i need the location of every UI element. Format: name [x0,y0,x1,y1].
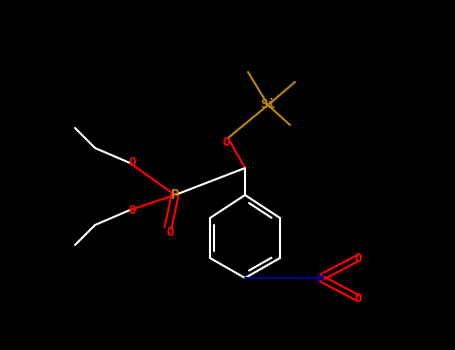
Text: O: O [222,135,230,148]
Text: O: O [128,203,136,217]
Text: Si: Si [261,98,275,112]
Text: O: O [354,252,362,265]
Text: O: O [354,292,362,304]
Text: O: O [128,156,136,169]
Text: N: N [316,272,324,285]
Text: O: O [166,225,174,238]
Text: P: P [171,188,179,202]
